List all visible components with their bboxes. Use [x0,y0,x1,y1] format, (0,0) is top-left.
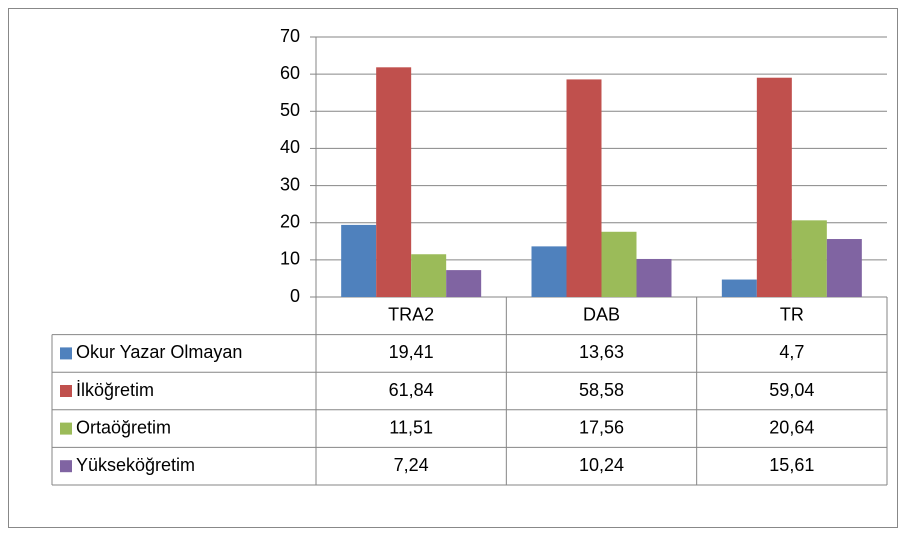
table-cell: 20,64 [769,417,814,437]
bar [826,239,862,297]
table-cell: 4,7 [779,342,804,362]
bar [531,246,567,297]
y-tick-label: 40 [280,137,300,157]
x-tick-label: TR [780,305,804,325]
bar [411,254,447,297]
table-cell: 13,63 [579,342,624,362]
legend-key [60,460,72,473]
table-cell: 59,04 [769,380,814,400]
y-tick-label: 10 [280,249,300,269]
table-cell: 19,41 [389,342,434,362]
y-tick-label: 50 [280,100,300,120]
table-cell: 61,84 [389,380,434,400]
legend-key [60,422,72,435]
legend-label: İlköğretim [76,380,154,400]
table-cell: 11,51 [389,417,433,437]
y-tick-label: 20 [280,211,300,231]
table-cell: 15,61 [769,455,814,475]
bar [566,79,602,297]
legend-label: Ortaöğretim [76,417,171,437]
legend-label: Yükseköğretim [76,455,195,475]
y-tick-label: 70 [280,26,300,46]
bar [721,279,757,297]
bar [601,231,637,297]
chart-border [8,8,898,528]
table-cell: 17,56 [579,417,624,437]
bar [376,67,412,298]
table-cell: 58,58 [579,380,624,400]
legend-key [60,347,72,360]
x-tick-label: TRA2 [388,305,434,325]
bar [341,224,377,297]
bar [791,220,827,297]
y-tick-label: 60 [280,63,300,83]
y-tick-label: 0 [290,286,300,306]
legend-key [60,385,72,397]
bar [756,77,792,297]
legend-label: Okur Yazar Olmayan [76,342,242,362]
bar [636,258,672,297]
table-cell: 7,24 [394,455,429,475]
table-cell: 10,24 [579,455,624,475]
x-tick-label: DAB [583,305,620,325]
y-tick-label: 30 [280,174,300,194]
bar [446,270,482,297]
